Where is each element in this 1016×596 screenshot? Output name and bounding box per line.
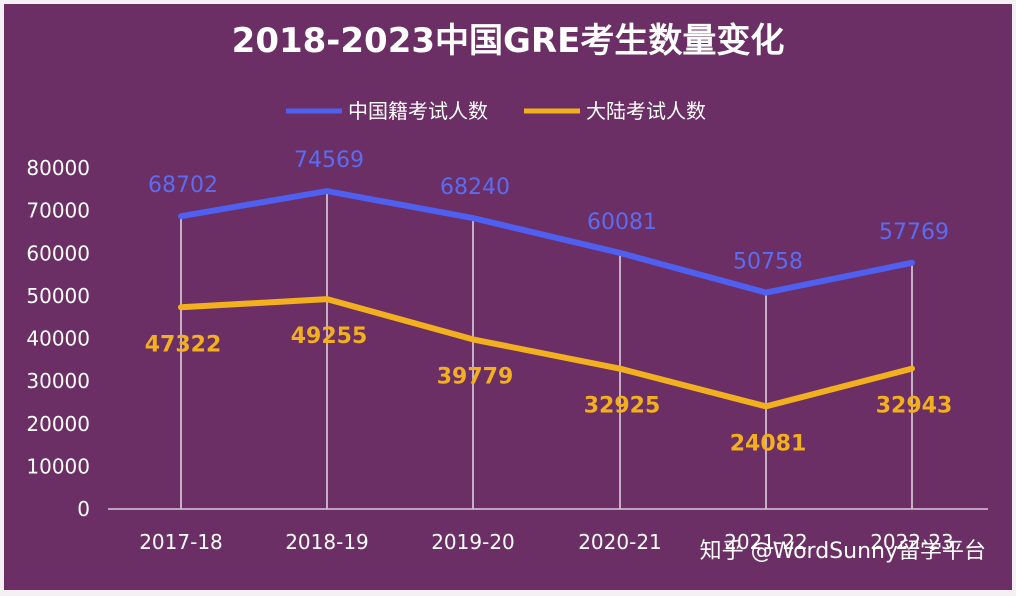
data-label-mainland: 32943	[876, 394, 953, 419]
x-tick-label: 2022-23	[870, 530, 954, 554]
series-line-mainland	[178, 296, 915, 410]
y-tick-label: 40000	[26, 327, 90, 351]
x-tick-label: 2017-18	[139, 530, 223, 554]
legend: 中国籍考试人数 大陆考试人数	[286, 99, 706, 123]
y-tick-label: 0	[77, 497, 90, 521]
chart-title: 2018-2023中国GRE考生数量变化	[232, 21, 785, 61]
y-tick-label: 80000	[26, 156, 90, 180]
series-lines	[178, 188, 915, 410]
legend-label-chinese: 中国籍考试人数	[348, 99, 488, 123]
x-tick-label: 2021-22	[724, 530, 808, 554]
data-label-mainland: 39779	[437, 364, 514, 389]
y-axis-ticks: 0 10000 20000 30000 40000 50000 60000 70000 8000…	[26, 156, 90, 521]
y-tick-label: 30000	[26, 369, 90, 393]
data-label-chinese: 74569	[294, 148, 364, 173]
data-label-mainland: 24081	[730, 431, 807, 456]
y-tick-label: 60000	[26, 241, 90, 265]
y-tick-label: 20000	[26, 412, 90, 436]
series-line-chinese	[178, 188, 915, 296]
data-label-mainland: 49255	[291, 324, 368, 349]
x-axis-ticks: 2017-18 2018-19 2019-20 2020-21 2021-22 2022-…	[139, 530, 954, 554]
data-label-chinese: 68240	[440, 175, 510, 200]
data-label-chinese: 68702	[148, 173, 218, 198]
y-tick-label: 70000	[26, 199, 90, 223]
data-label-mainland: 32925	[584, 394, 661, 419]
x-tick-label: 2020-21	[578, 530, 662, 554]
drop-lines	[180, 191, 913, 509]
chart-frame: 2018-2023中国GRE考生数量变化 中国籍考试人数 大陆考试人数 0 100…	[4, 4, 1012, 590]
x-tick-label: 2018-19	[285, 530, 369, 554]
y-tick-label: 50000	[26, 284, 90, 308]
data-label-chinese: 60081	[587, 210, 657, 235]
data-label-mainland: 47322	[145, 332, 222, 357]
legend-label-mainland: 大陆考试人数	[586, 99, 706, 123]
line-chart: 2018-2023中国GRE考生数量变化 中国籍考试人数 大陆考试人数 0 100…	[26, 21, 988, 564]
data-label-chinese: 57769	[879, 220, 949, 245]
watermark: 知乎 @WordSunny留学平台	[700, 539, 986, 564]
data-label-chinese: 50758	[733, 250, 803, 275]
x-tick-label: 2019-20	[431, 530, 515, 554]
data-labels: 68702 74569 68240 60081 50758 57769 47322 49255…	[145, 148, 953, 456]
y-tick-label: 10000	[26, 454, 90, 478]
